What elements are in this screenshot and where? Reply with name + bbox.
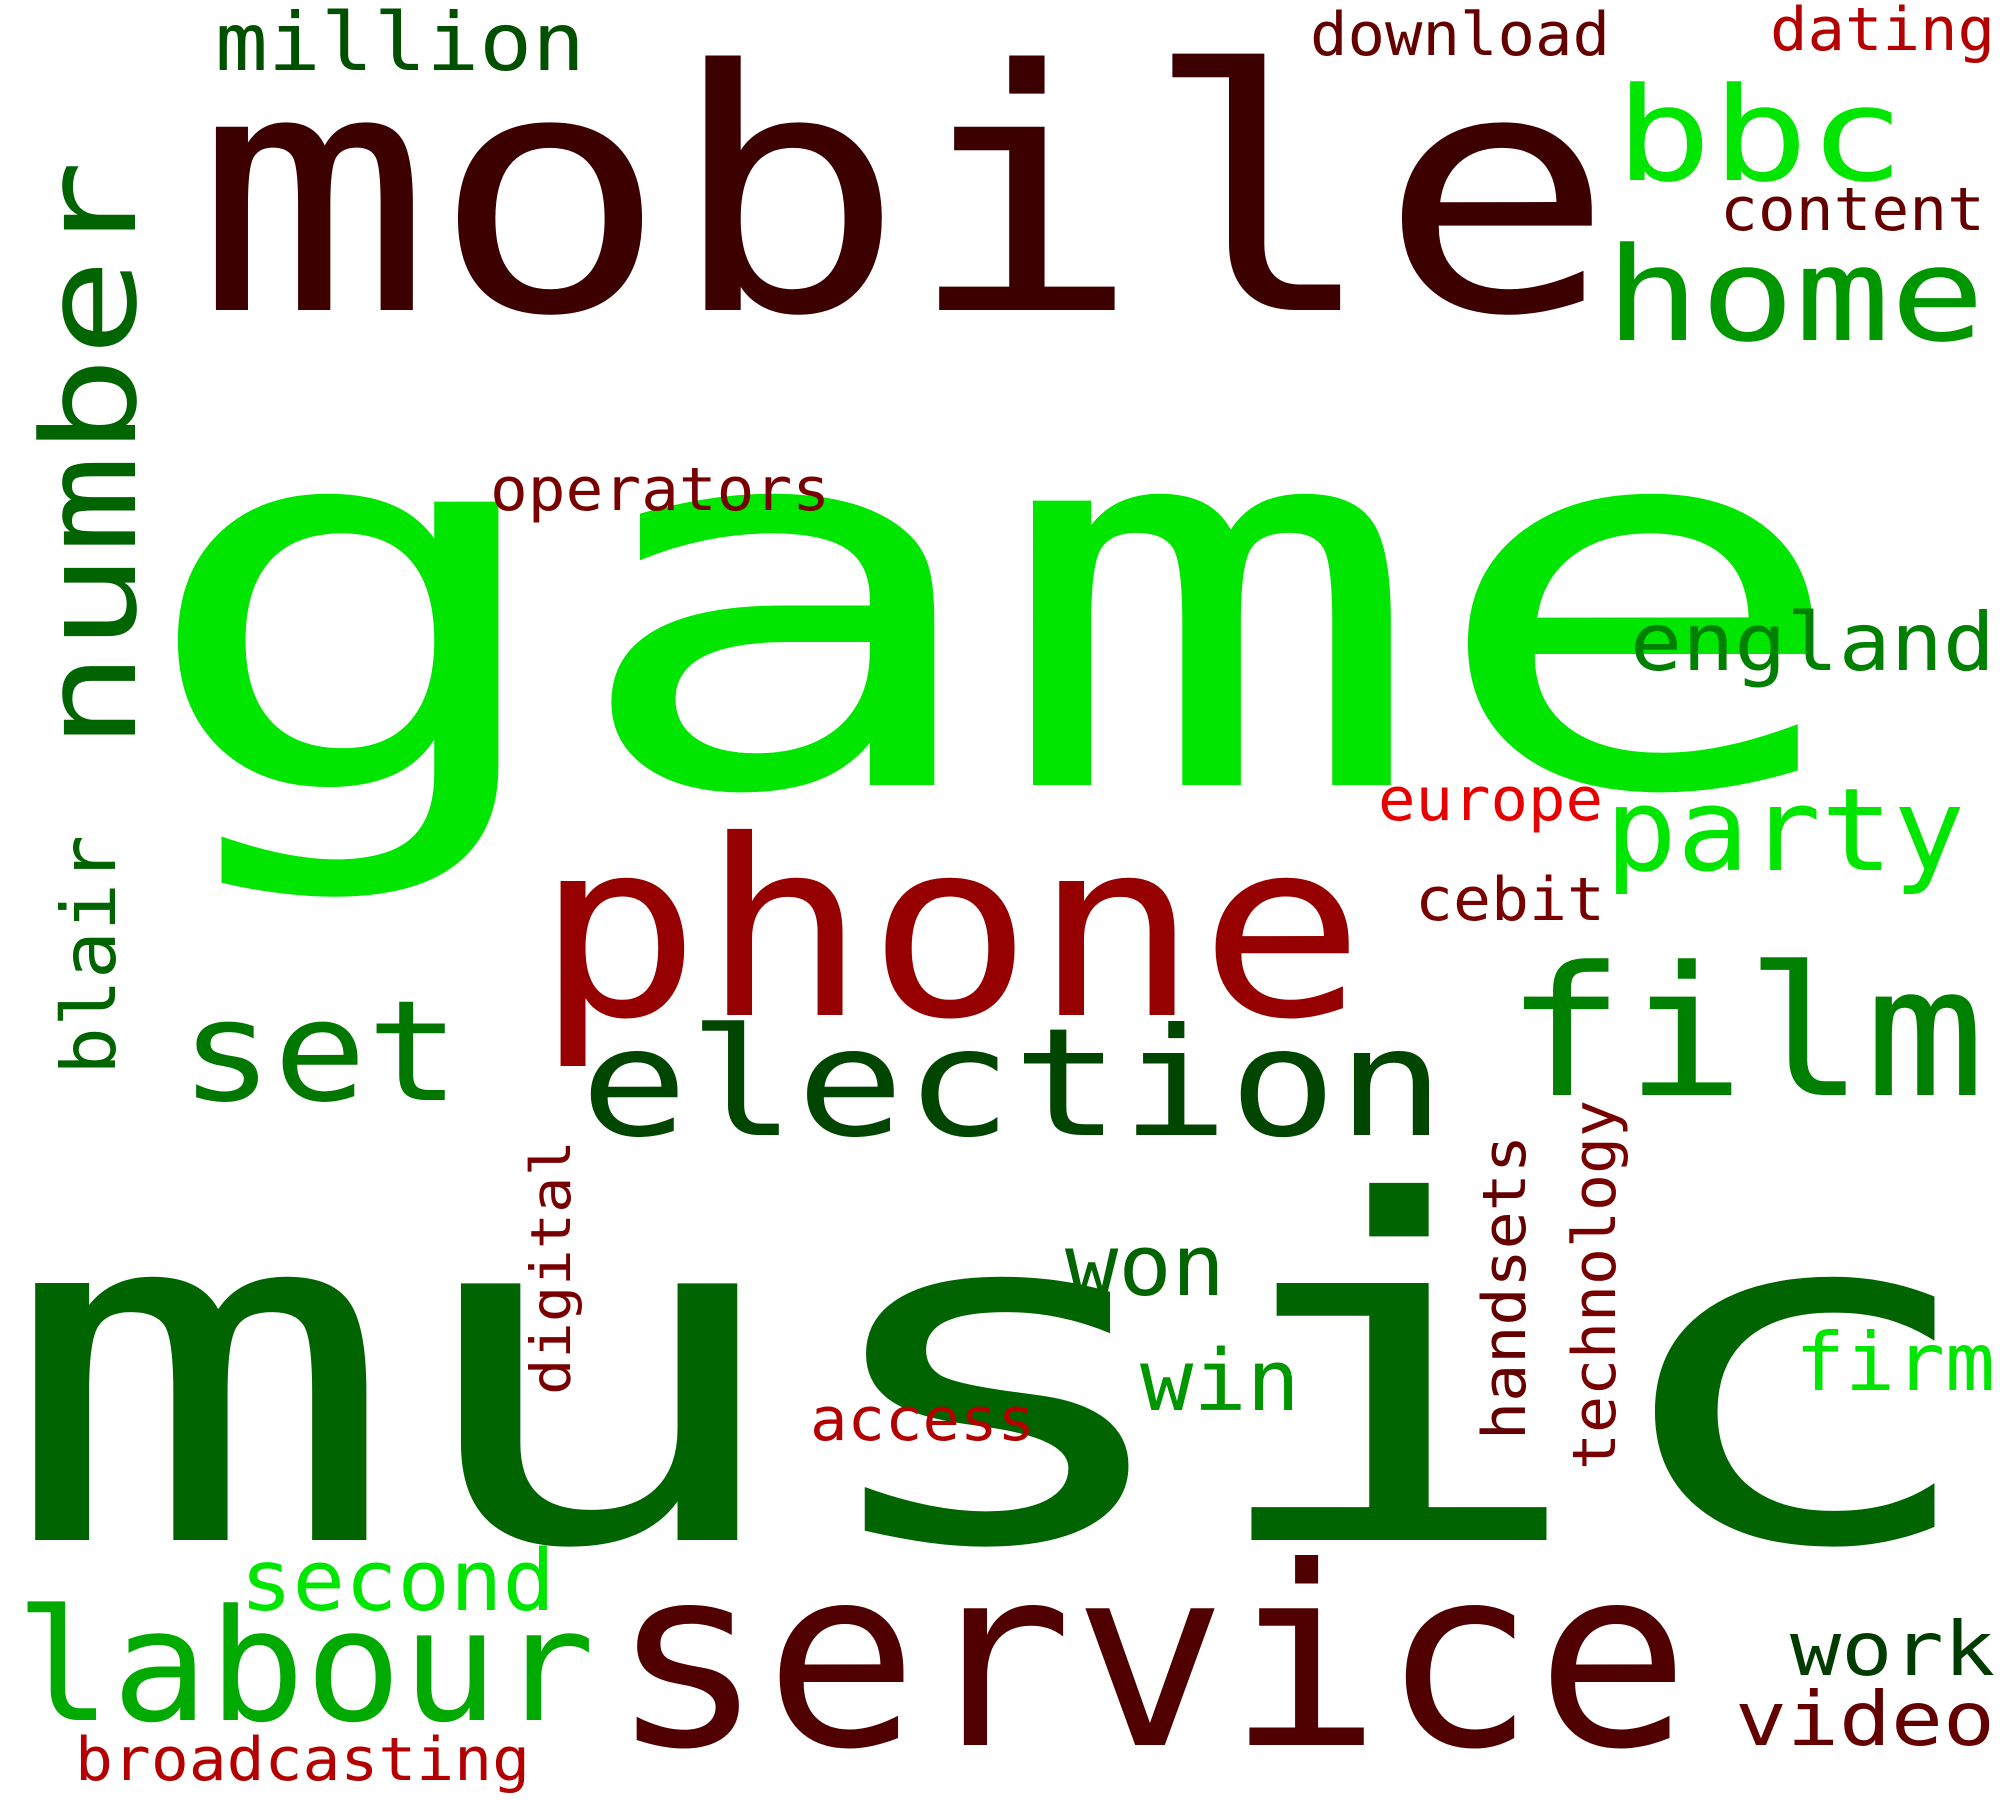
word-video: video — [1735, 1675, 1995, 1763]
word-game: game — [135, 302, 1855, 908]
word-music: music — [0, 1104, 1990, 1651]
word-england: england — [1630, 596, 1995, 689]
word-access: access — [810, 1385, 1035, 1455]
word-handsets: handsets — [1470, 1135, 1540, 1440]
word-operators: operators — [490, 455, 830, 525]
word-service: service — [610, 1513, 1690, 1800]
word-cebit: cebit — [1415, 865, 1605, 935]
word-firm: firm — [1795, 1316, 1995, 1409]
word-election: election — [580, 997, 1445, 1171]
word-win: win — [1140, 1332, 1300, 1431]
word-labour: labour — [15, 1576, 595, 1757]
word-party: party — [1605, 764, 1965, 898]
word-broadcasting: broadcasting — [75, 1725, 530, 1795]
word-digital: digital — [519, 1140, 583, 1395]
word-blair: blair — [45, 835, 133, 1075]
word-content: content — [1720, 175, 1985, 245]
word-europe: europe — [1378, 765, 1603, 835]
word-technology: technology — [1560, 1100, 1630, 1470]
word-bbc: bbc — [1615, 59, 1905, 211]
word-mobile: mobile — [195, 0, 1615, 390]
word-phone: phone — [535, 788, 1365, 1073]
word-number: number — [14, 160, 166, 750]
word-million: million — [215, 0, 585, 89]
word-home: home — [1605, 219, 1985, 371]
word-second: second — [240, 1532, 555, 1631]
word-film: film — [1505, 929, 1985, 1138]
word-download: download — [1310, 0, 1610, 70]
word-work: work — [1790, 1605, 1995, 1693]
word-dating: dating — [1770, 0, 1995, 65]
word-won: won — [1065, 1217, 1225, 1316]
word-set: set — [180, 971, 460, 1134]
